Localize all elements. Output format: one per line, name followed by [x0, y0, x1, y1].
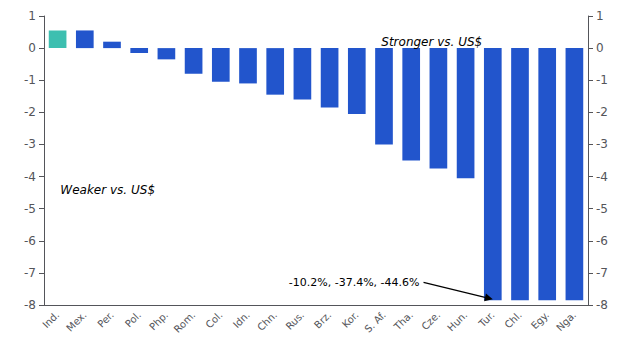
svg-text:Tur.: Tur. [476, 309, 497, 330]
svg-text:-2: -2 [596, 105, 608, 119]
svg-text:Pol.: Pol. [123, 309, 143, 329]
svg-text:-4: -4 [596, 170, 608, 184]
svg-text:Chn.: Chn. [255, 309, 279, 333]
svg-text:Rus.: Rus. [284, 309, 307, 332]
svg-text:-7: -7 [596, 266, 608, 280]
svg-text:-2: -2 [24, 105, 36, 119]
svg-text:-6: -6 [596, 234, 608, 248]
svg-text:Col.: Col. [203, 309, 224, 330]
svg-text:Stronger vs. US$: Stronger vs. US$ [381, 35, 482, 49]
svg-text:Php.: Php. [147, 309, 170, 332]
svg-text:Weaker vs. US$: Weaker vs. US$ [60, 183, 155, 197]
svg-text:-6: -6 [24, 234, 36, 248]
svg-text:Mex.: Mex. [64, 309, 89, 334]
svg-text:1: 1 [596, 9, 604, 23]
svg-text:-3: -3 [24, 137, 36, 151]
svg-text:Egy.: Egy. [529, 309, 551, 331]
svg-text:Brz.: Brz. [312, 309, 333, 330]
svg-text:Nga.: Nga. [554, 309, 578, 333]
svg-text:-4: -4 [24, 170, 36, 184]
svg-text:Hun.: Hun. [445, 309, 469, 333]
svg-text:-3: -3 [596, 137, 608, 151]
svg-text:0: 0 [28, 41, 36, 55]
svg-text:Per.: Per. [95, 309, 116, 330]
svg-text:1: 1 [28, 9, 36, 23]
svg-text:Tha.: Tha. [391, 309, 415, 333]
svg-text:-5: -5 [596, 202, 608, 216]
svg-text:0: 0 [596, 41, 604, 55]
svg-text:-7: -7 [24, 266, 36, 280]
svg-text:Chl.: Chl. [502, 309, 523, 330]
svg-text:-8: -8 [596, 298, 608, 312]
svg-text:Cze.: Cze. [419, 309, 442, 332]
svg-text:S. Af.: S. Af. [362, 309, 388, 335]
svg-text:Kor.: Kor. [340, 309, 361, 330]
svg-text:-5: -5 [24, 202, 36, 216]
svg-text:-1: -1 [596, 73, 608, 87]
svg-text:Ind.: Ind. [40, 309, 61, 330]
svg-text:Rom.: Rom. [172, 309, 198, 335]
svg-text:Idn.: Idn. [231, 309, 252, 330]
svg-text:-10.2%, -37.4%, -44.6%: -10.2%, -37.4%, -44.6% [289, 276, 420, 289]
svg-text:-1: -1 [24, 73, 36, 87]
svg-text:-8: -8 [24, 298, 36, 312]
